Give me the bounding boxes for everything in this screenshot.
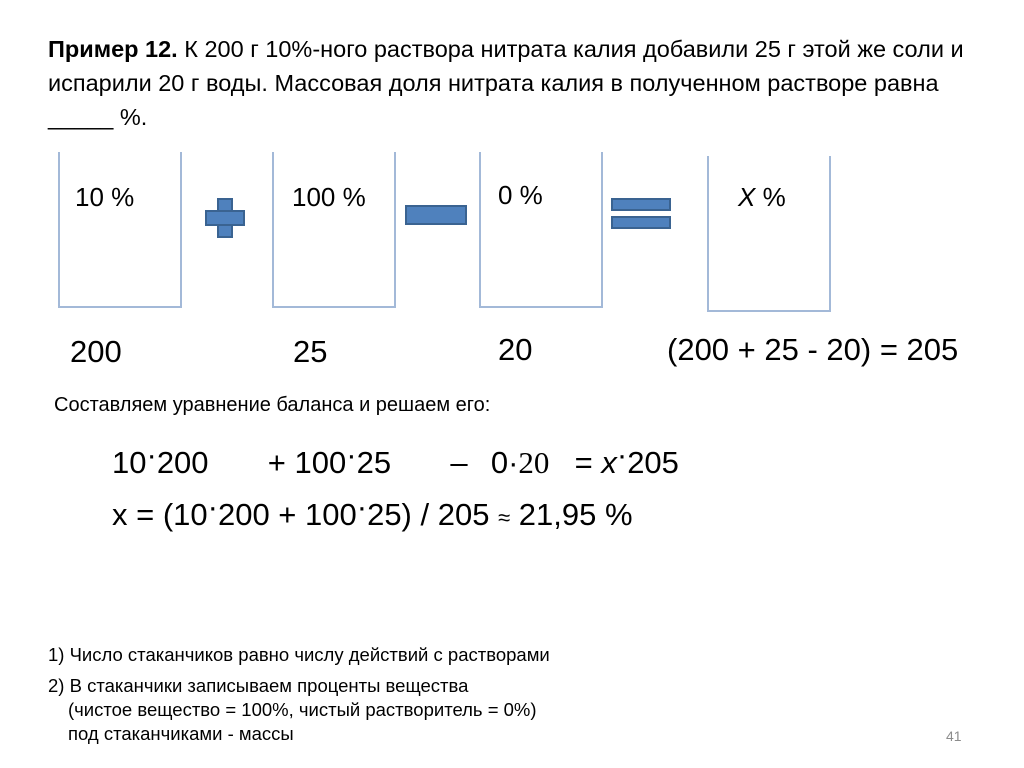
problem-statement: Пример 12. К 200 г 10%-ного раствора нит…	[48, 32, 1008, 134]
balance-equation: 10·200 + 100·25 – 0·20 = x·205	[112, 437, 679, 480]
problem-text: К 200 г 10%-ного раствора нитрата калия …	[48, 36, 964, 130]
balance-caption: Составляем уравнение баланса и решаем ег…	[54, 394, 491, 416]
x-variable: X	[738, 182, 756, 212]
note-1: 1) Число стаканчиков равно числу действи…	[48, 644, 550, 665]
beaker-4-percent: X %	[738, 182, 786, 212]
note-2: 2) В стаканчики записываем проценты веще…	[48, 675, 469, 696]
note-2-masses: под стаканчиками - массы	[68, 723, 294, 744]
minus-icon	[405, 205, 467, 225]
beaker-2-mass: 25	[293, 334, 328, 369]
beaker-2-percent: 100 %	[292, 182, 366, 212]
beaker-1-mass: 200	[70, 334, 122, 369]
note-2-detail: (чистое вещество = 100%, чистый раствори…	[68, 699, 537, 720]
beaker-3	[479, 152, 603, 308]
beaker-2	[272, 152, 396, 308]
result-mass: (200 + 25 - 20) = 205	[667, 332, 959, 367]
beaker-1	[58, 152, 182, 308]
problem-label: Пример 12.	[48, 36, 178, 62]
beaker-4	[707, 156, 831, 312]
solution-equation: x = (10·200 + 100·25) / 205 ≈ 21,95 %	[112, 489, 633, 532]
beaker-3-percent: 0 %	[498, 180, 543, 210]
beaker-3-mass: 20	[498, 332, 533, 367]
page-number: 41	[946, 728, 962, 744]
beaker-1-percent: 10 %	[75, 182, 135, 212]
